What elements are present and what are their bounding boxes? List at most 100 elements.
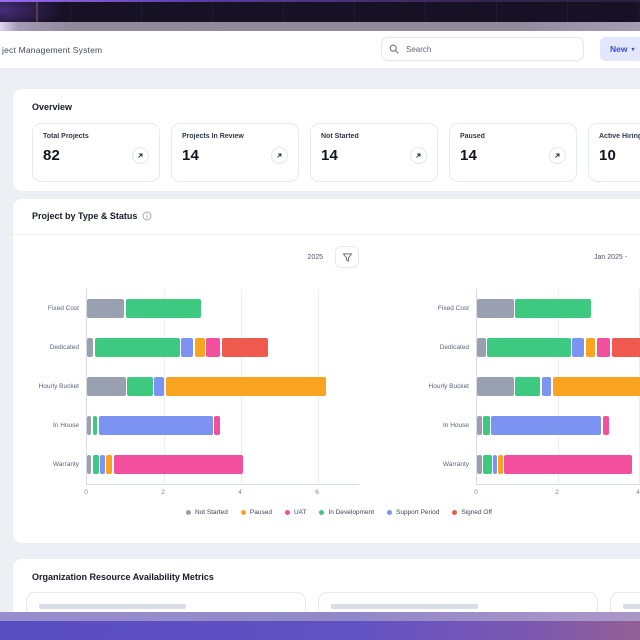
category-label: In House: [52, 422, 79, 429]
bar-segment[interactable]: [87, 455, 92, 474]
category-label: Hourly Bucket: [428, 383, 469, 390]
search-box[interactable]: [381, 37, 584, 61]
bar-segment[interactable]: [498, 455, 503, 474]
bar-row: [477, 367, 640, 406]
bar-row: [477, 328, 640, 367]
bar-segment[interactable]: [477, 299, 514, 318]
search-input[interactable]: [404, 43, 576, 55]
bar-row: [87, 406, 359, 445]
expand-arrow-button[interactable]: [132, 147, 149, 164]
bar-segment[interactable]: [611, 338, 640, 357]
bar-segment[interactable]: [477, 416, 482, 435]
bar-segment[interactable]: [94, 338, 180, 357]
window-frame-strip: [0, 22, 640, 31]
category-label: Warranty: [52, 461, 79, 468]
legend-label: Support Period: [396, 509, 440, 516]
bar-segment[interactable]: [572, 338, 585, 357]
metric-value: 14: [460, 147, 478, 164]
metric-card-paused: Paused 14: [449, 123, 577, 182]
bar-segment[interactable]: [221, 338, 269, 357]
chevron-down-icon: ▾: [631, 46, 635, 53]
bar-segment[interactable]: [87, 299, 124, 318]
bar-segment[interactable]: [477, 455, 482, 474]
stacked-bar-chart: Fixed Cost Dedicated Hourly Bucket In House…: [29, 289, 359, 501]
bar-segment[interactable]: [491, 416, 602, 435]
bar-segment[interactable]: [483, 455, 492, 474]
bar-segment[interactable]: [585, 338, 596, 357]
bar-segment[interactable]: [181, 338, 194, 357]
expand-arrow-button[interactable]: [271, 147, 288, 164]
legend-item[interactable]: In Development: [319, 509, 374, 516]
bar-segment[interactable]: [515, 377, 541, 396]
clipped-card-content: [39, 604, 187, 609]
legend-label: UAT: [293, 509, 307, 516]
bar-segment[interactable]: [596, 338, 611, 357]
bar-segment[interactable]: [87, 377, 126, 396]
category-label: Dedicated: [49, 344, 79, 351]
plot-area: [86, 289, 359, 485]
chrome-accent-line: [36, 2, 38, 22]
bar-segment[interactable]: [92, 455, 99, 474]
bar-segment[interactable]: [106, 455, 113, 474]
bar-segment[interactable]: [165, 377, 327, 396]
legend-item[interactable]: Not Started: [186, 509, 228, 516]
filter-button[interactable]: [335, 246, 359, 268]
x-tick-label: 6: [315, 489, 319, 496]
chart-period-label: 2025: [307, 253, 323, 261]
new-button[interactable]: New ▾: [600, 37, 640, 61]
legend-item[interactable]: Signed Off: [452, 509, 492, 516]
bar-segment[interactable]: [100, 455, 105, 474]
bar-segment[interactable]: [92, 416, 98, 435]
legend-item[interactable]: UAT: [284, 509, 307, 516]
bar-segment[interactable]: [515, 299, 591, 318]
bar-segment[interactable]: [541, 377, 552, 396]
legend-label: Not Started: [195, 509, 228, 516]
bar-segment[interactable]: [477, 377, 514, 396]
bar-segment[interactable]: [98, 416, 213, 435]
expand-arrow-button[interactable]: [549, 147, 566, 164]
bar-segment[interactable]: [214, 416, 221, 435]
bar-segment[interactable]: [113, 455, 244, 474]
bar-segment[interactable]: [87, 416, 92, 435]
bar-segment[interactable]: [552, 377, 640, 396]
bar-segment[interactable]: [477, 338, 486, 357]
bar-row: [477, 445, 640, 484]
category-label: Dedicated: [439, 344, 469, 351]
overview-panel: Overview Total Projects 82 Projects In R…: [12, 88, 640, 192]
bar-segment[interactable]: [602, 416, 610, 435]
metric-card-total-projects: Total Projects 82: [32, 123, 160, 182]
legend-item[interactable]: Paused: [240, 509, 272, 516]
bar-segment[interactable]: [206, 338, 221, 357]
bar-segment[interactable]: [87, 338, 94, 357]
category-label: Warranty: [442, 461, 469, 468]
expand-arrow-button[interactable]: [410, 147, 427, 164]
bar-segment[interactable]: [504, 455, 633, 474]
legend-label: In Development: [328, 509, 374, 516]
x-tick-label: 0: [474, 489, 478, 496]
bar-segment[interactable]: [194, 338, 205, 357]
category-label: Fixed Cost: [437, 305, 469, 312]
legend-dot: [284, 510, 290, 515]
bar-segment[interactable]: [493, 455, 497, 474]
gridline: [164, 289, 165, 484]
app-header: ject Management System New ▾: [0, 31, 640, 69]
metric-value: 10: [599, 147, 617, 164]
bar-segment[interactable]: [125, 299, 201, 318]
type-status-title: Project by Type & Status: [32, 211, 138, 221]
browser-chrome-bar: [0, 0, 640, 22]
taskbar-strip: [0, 612, 640, 621]
info-icon[interactable]: [142, 211, 152, 221]
metric-card-projects-in-review: Projects In Review 14: [171, 123, 299, 182]
x-tick-label: 4: [636, 489, 640, 496]
legend-dot: [240, 510, 246, 515]
bar-segment[interactable]: [127, 377, 153, 396]
bar-segment[interactable]: [487, 338, 571, 357]
bar-segment[interactable]: [483, 416, 490, 435]
metric-label: Not Started: [321, 133, 359, 140]
category-label: In House: [442, 422, 469, 429]
legend-item[interactable]: Support Period: [387, 509, 439, 516]
app-title: ject Management System: [2, 45, 103, 55]
bar-segment[interactable]: [154, 377, 165, 396]
legend-label: Paused: [249, 509, 272, 516]
taskbar: [0, 621, 640, 640]
